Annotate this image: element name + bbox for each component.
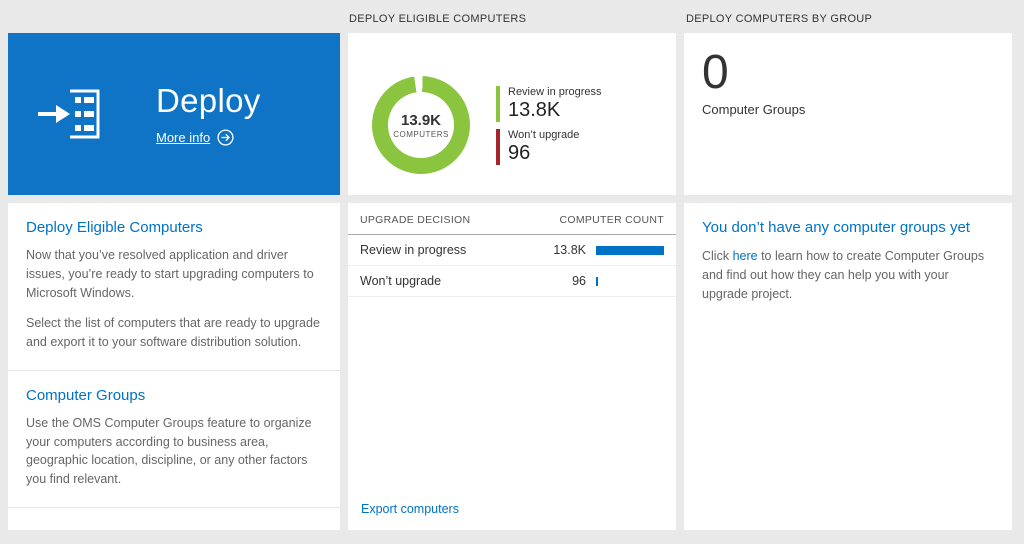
deploy-tile: Deploy More info [8, 33, 340, 195]
groups-empty-text: Click here to learn how to create Comput… [702, 247, 994, 303]
computer-groups-count-card: 0 Computer Groups [684, 33, 1012, 195]
row-count: 96 [572, 274, 586, 288]
row-bar [596, 245, 664, 255]
groups-count-value: 0 [702, 46, 729, 99]
eligible-computers-chart-card: 13.9K COMPUTERS Review in progress 13.8K… [348, 33, 676, 195]
legend-label: Won’t upgrade [508, 128, 580, 141]
column-header-computer-count: COMPUTER COUNT [559, 214, 664, 226]
column-header-upgrade-decision: UPGRADE DECISION [360, 214, 471, 226]
upgrade-decision-table-card: UPGRADE DECISION COMPUTER COUNT Review i… [348, 203, 676, 530]
chart-legend: Review in progress 13.8K Won’t upgrade 9… [496, 79, 602, 172]
table-row-review-in-progress[interactable]: Review in progress 13.8K [348, 235, 676, 266]
tile-title: Deploy [156, 82, 261, 119]
here-link[interactable]: here [732, 249, 758, 263]
legend-value: 13.8K [508, 98, 561, 121]
deploy-description-card: Deploy Eligible Computers Now that you’v… [8, 203, 340, 530]
legend-item-review-in-progress: Review in progress 13.8K [496, 85, 602, 122]
table-row-wont-upgrade[interactable]: Won’t upgrade 96 [348, 266, 676, 297]
donut-center: 13.9K COMPUTERS [372, 76, 470, 174]
groups-empty-heading: You don’t have any computer groups yet [702, 219, 970, 236]
section-paragraph: Select the list of computers that are re… [26, 316, 320, 349]
donut-center-value: 13.9K [400, 111, 442, 129]
deploy-icon [36, 87, 104, 141]
table-header-row: UPGRADE DECISION COMPUTER COUNT [348, 203, 676, 235]
column-header-deploy-computers-by-group: DEPLOY COMPUTERS BY GROUP [686, 13, 873, 25]
groups-count-label: Computer Groups [702, 101, 806, 117]
donut-chart: 13.9K COMPUTERS [372, 76, 470, 174]
donut-center-label: COMPUTERS [393, 129, 449, 139]
computer-groups-empty-card: You don’t have any computer groups yet C… [684, 203, 1012, 530]
donut-ring [372, 76, 470, 174]
legend-label: Review in progress [508, 85, 602, 98]
row-bar [596, 276, 598, 286]
column-header-deploy-eligible-computers: DEPLOY ELIGIBLE COMPUTERS [349, 13, 527, 25]
section-paragraph: Now that you’ve resolved application and… [26, 248, 314, 300]
legend-value: 96 [508, 141, 531, 164]
groups-empty-text-before: Click [702, 249, 733, 263]
row-bar-track [596, 276, 664, 286]
arrow-circle-icon [217, 129, 234, 146]
section-deploy-eligible-computers: Deploy Eligible Computers Now that you’v… [8, 203, 340, 371]
section-heading: Computer Groups [26, 386, 146, 404]
row-label: Won’t upgrade [360, 274, 442, 288]
export-computers-link[interactable]: Export computers [361, 502, 459, 516]
more-info-label: More info [156, 130, 211, 145]
row-bar-track [596, 245, 664, 255]
row-label: Review in progress [360, 243, 467, 257]
section-computer-groups: Computer Groups Use the OMS Computer Gro… [8, 371, 340, 508]
legend-item-wont-upgrade: Won’t upgrade 96 [496, 128, 602, 165]
groups-empty-text-after: to learn how to create Computer Groups a… [702, 249, 985, 301]
more-info-link[interactable]: More info [156, 129, 261, 146]
section-heading: Deploy Eligible Computers [26, 219, 203, 236]
section-paragraph: Use the OMS Computer Groups feature to o… [26, 415, 312, 486]
row-count: 13.8K [553, 243, 586, 257]
